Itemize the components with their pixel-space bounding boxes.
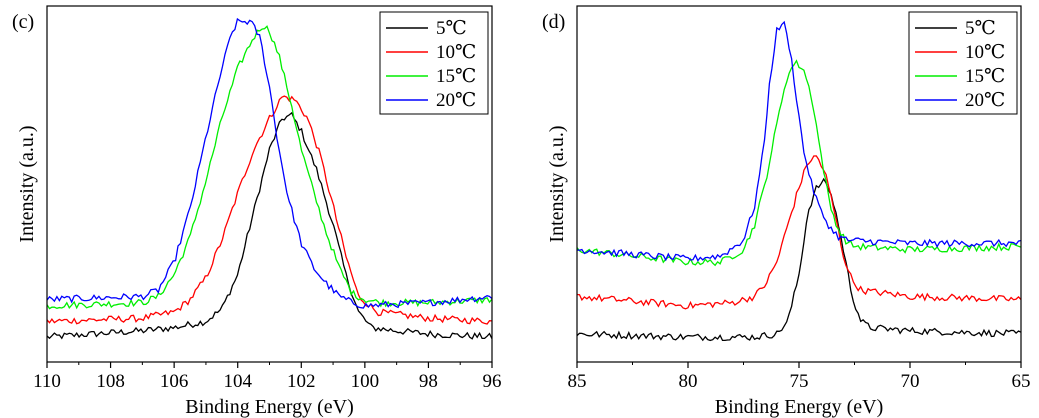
series-line-0: [576, 177, 1022, 342]
x-tick-label: 96: [483, 371, 502, 392]
legend-label-3: 20℃: [965, 90, 1005, 111]
panel-label: (d): [542, 11, 565, 33]
legend-box: [908, 11, 1018, 115]
series-line-3: [46, 17, 493, 309]
x-tick-label: 65: [1012, 371, 1031, 392]
series-line-3: [576, 20, 1022, 262]
x-tick-label: 80: [679, 371, 698, 392]
x-tick-label: 106: [160, 371, 189, 392]
x-tick-label: 102: [287, 371, 316, 392]
legend-label-2: 15℃: [436, 66, 476, 87]
series-line-2: [46, 25, 493, 310]
legend-label-2: 15℃: [965, 66, 1005, 87]
series-line-1: [576, 155, 1022, 310]
y-axis-label: Intensity (a.u.): [16, 125, 38, 242]
legend-label-1: 10℃: [436, 42, 476, 63]
panel-label: (c): [12, 11, 34, 33]
series-line-2: [576, 59, 1022, 267]
series-line-0: [46, 111, 493, 340]
x-axis-label: Binding Energy (eV): [715, 396, 884, 418]
legend-label-0: 5℃: [436, 18, 467, 39]
x-axis-label: Binding Energy (eV): [185, 396, 354, 418]
legend-label-1: 10℃: [965, 42, 1005, 63]
x-tick-label: 100: [351, 371, 380, 392]
x-tick-label: 70: [901, 371, 920, 392]
x-tick-label: 85: [568, 371, 587, 392]
y-axis-label: Intensity (a.u.): [546, 125, 568, 242]
x-tick-label: 75: [790, 371, 809, 392]
legend-label-0: 5℃: [965, 18, 996, 39]
legend-box: [379, 11, 489, 115]
series-line-1: [46, 95, 493, 325]
legend: 5℃ 10℃ 15℃ 20℃: [379, 11, 489, 115]
legend-label-3: 20℃: [436, 90, 476, 111]
x-tick-label: 108: [96, 371, 125, 392]
x-tick-label: 104: [223, 371, 252, 392]
x-tick-label: 110: [33, 371, 61, 392]
chart-panel-0: 110 108 106 104 102 100 98 96 Binding Energy (eV…: [12, 5, 502, 418]
legend: 5℃ 10℃ 15℃ 20℃: [908, 11, 1018, 115]
x-tick-label: 98: [419, 371, 438, 392]
chart-panel-1: 85 80 75 70 65 Binding Energy (eV) Intensity (…: [542, 5, 1031, 418]
